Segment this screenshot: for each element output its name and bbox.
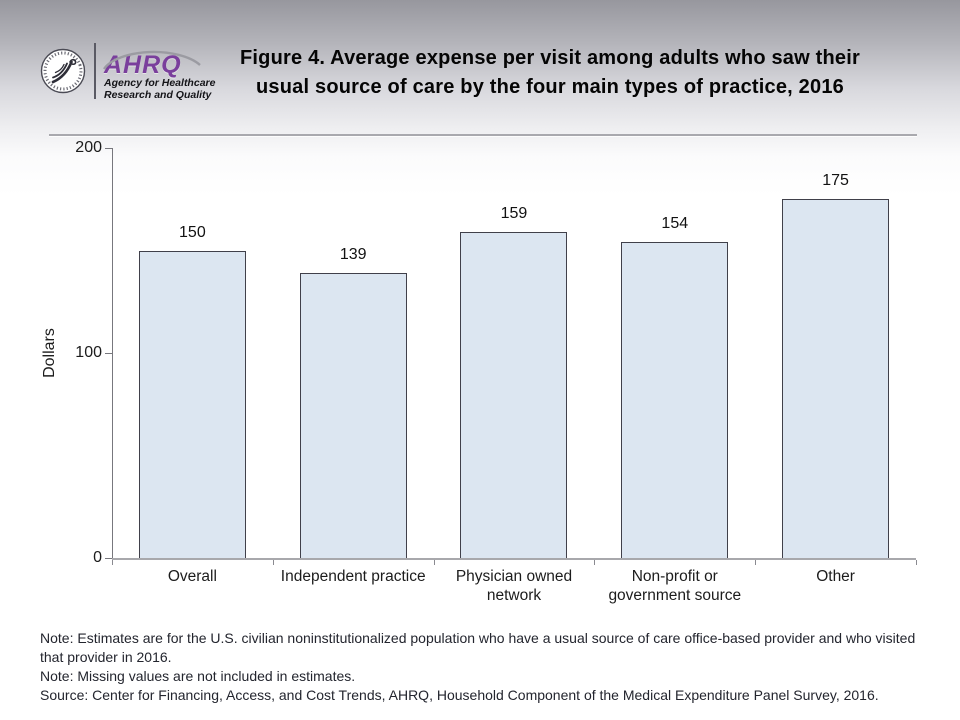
category-label: Overall [167,568,217,585]
bar-overall: 150 [138,224,246,558]
category-label: Other [816,568,855,585]
category-slot: Physician owned network [434,567,595,605]
ahrq-swoosh-icon [102,50,201,70]
y-axis-tick-label: 200 [75,139,102,156]
ahrq-logo: AHRQ Agency for Healthcare Research and … [102,41,216,102]
bar-slot: 175 [755,148,916,558]
note-missing-values: Note: Missing values are not included in… [40,668,356,684]
category-slot: Other [755,567,916,586]
ahrq-tagline-line2: Research and Quality [104,89,212,101]
bar-value-label: 175 [822,172,849,190]
figure-title: Figure 4. Average expense per visit amon… [140,44,960,102]
header-gradient-band [0,0,960,196]
ahrq-acronym: AHRQ [104,50,182,79]
source-citation: Source: Center for Financing, Access, an… [40,687,879,703]
x-axis-tick [755,560,757,565]
y-axis-title: Dollars [41,328,58,378]
x-axis-tick [272,560,274,565]
category-label: Independent practice [280,568,426,585]
bar-slot: 154 [594,148,755,558]
category-slot: Independent practice [273,567,434,586]
bar-non-profit-or-government-source: 154 [621,215,729,558]
x-axis-tick [433,560,435,565]
category-label: Non-profit or government source [608,568,742,604]
plot-area: 150 139 159 154 175 [112,148,916,558]
header-divider-line [49,134,917,136]
category-label: Physician owned network [455,568,573,604]
bar-value-label: 159 [500,205,528,223]
bar-physician-owned-network: 159 [460,205,568,558]
y-axis-tick [105,353,112,354]
x-axis-tick [594,560,596,565]
logo-divider [94,43,96,99]
ahrq-tagline-line1: Agency for Healthcare [104,76,216,89]
bar-value-label: 154 [661,215,689,233]
category-labels-row: Overall Independent practice Physician own… [112,567,916,605]
bar-slot: 159 [434,148,595,558]
y-axis-tick [105,558,112,559]
x-axis-tick [112,560,113,565]
x-axis-tick [916,560,917,565]
hhs-eagle-seal-icon [40,48,86,94]
bar-other: 175 [782,172,890,558]
agency-logos: AHRQ Agency for Healthcare Research and … [40,40,250,102]
category-slot: Non-profit or government source [594,567,755,605]
y-axis-line [112,148,113,560]
figure-title-line1: Figure 4. Average expense per visit amon… [240,47,860,69]
bar-slot: 139 [273,148,434,558]
y-axis-tick-label: 0 [93,549,102,566]
bar-value-label: 150 [179,223,206,241]
footnotes: Note: Estimates are for the U.S. civilia… [40,629,924,705]
bar-value-label: 139 [339,246,367,264]
note-population: Note: Estimates are for the U.S. civilia… [40,630,916,665]
bar-slot: 150 [112,148,273,558]
figure-title-line2: usual source of care by the four main ty… [256,76,844,98]
y-axis-tick [105,148,112,149]
category-slot: Overall [112,567,273,586]
y-axis-tick-label: 100 [75,344,102,361]
bar-independent-practice: 139 [299,246,407,558]
x-axis-line [112,558,916,560]
